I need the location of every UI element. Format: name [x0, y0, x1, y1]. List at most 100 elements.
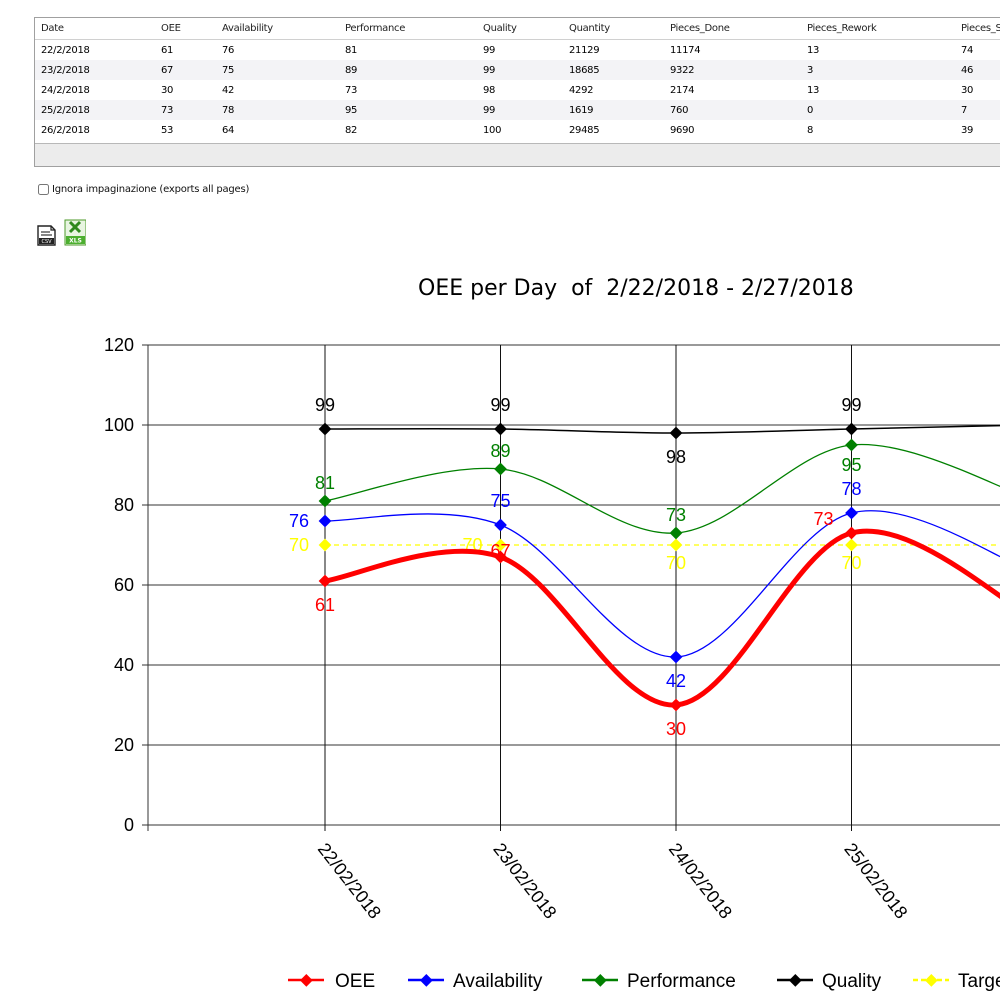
table-row[interactable]: 26/2/2018 53 64 82 100 29485 9690 8 39	[35, 120, 1000, 140]
data-point	[845, 506, 858, 520]
x-tick-label: 25/02/2018	[840, 839, 911, 922]
table-cell: 23/2/2018	[41, 64, 90, 76]
data-label: 61	[315, 595, 335, 615]
data-label: 42	[666, 671, 686, 691]
table-row[interactable]: 23/2/2018 67 75 89 99 18685 9322 3 46	[35, 60, 1000, 80]
table-cell: 1619	[569, 104, 594, 116]
table-cell: 9322	[670, 64, 695, 76]
table-cell: 24/2/2018	[41, 84, 90, 96]
data-point	[494, 518, 507, 532]
chart-title: OEE per Day of 2/22/2018 - 2/27/2018	[418, 276, 854, 301]
table-cell: 100	[483, 124, 502, 136]
data-point	[318, 422, 332, 436]
data-label: 30	[666, 719, 686, 739]
data-label: 89	[490, 441, 510, 461]
series-line	[324, 424, 1000, 434]
legend-marker	[593, 973, 607, 987]
table-cell: 22/2/2018	[41, 44, 90, 56]
legend-marker	[788, 973, 802, 987]
data-label: 81	[315, 473, 335, 493]
table-cell: 81	[345, 44, 358, 56]
table-cell: 3	[807, 64, 814, 76]
series-line	[324, 443, 1000, 534]
table-cell: 61	[161, 44, 174, 56]
y-tick-label: 60	[114, 575, 134, 595]
column-header[interactable]: Pieces_Done	[664, 18, 801, 40]
legend-marker	[299, 973, 313, 987]
data-label: 75	[490, 491, 510, 511]
legend-marker	[924, 973, 938, 987]
y-tick-label: 20	[114, 735, 134, 755]
table-cell: 9690	[670, 124, 695, 136]
data-table: Date OEE Availability Performance Qualit…	[35, 18, 1000, 140]
table-cell: 18685	[569, 64, 600, 76]
table-cell: 99	[483, 104, 496, 116]
ignore-paging-label: Ignora impaginazione (exports all pages)	[52, 184, 250, 195]
table-row[interactable]: 24/2/2018 30 42 73 98 4292 2174 13 30	[35, 80, 1000, 100]
table-cell: 26/2/2018	[41, 124, 90, 136]
y-tick-label: 120	[104, 335, 134, 355]
data-point	[845, 526, 858, 540]
ignore-paging-option[interactable]: Ignora impaginazione (exports all pages)	[38, 184, 249, 195]
xls-export-icon[interactable]: XLS	[64, 219, 86, 247]
csv-export-icon[interactable]: CSV	[36, 219, 58, 247]
column-header[interactable]: Pieces_S	[955, 18, 1000, 40]
xls-icon-label: XLS	[69, 238, 82, 245]
table-cell: 4292	[569, 84, 594, 96]
column-header[interactable]: Quality	[477, 18, 563, 40]
column-header[interactable]: Pieces_Rework	[801, 18, 955, 40]
data-point	[669, 650, 683, 664]
legend-label: OEE	[335, 971, 375, 992]
data-label: 99	[841, 395, 861, 415]
data-label: 99	[490, 395, 510, 415]
data-grid: Date OEE Availability Performance Qualit…	[34, 17, 1000, 167]
table-cell: 82	[345, 124, 358, 136]
data-label: 99	[315, 395, 335, 415]
table-cell: 73	[161, 104, 174, 116]
table-row[interactable]: 22/2/2018 61 76 81 99 21129 11174 13 74	[35, 39, 1000, 60]
table-cell: 2174	[670, 84, 695, 96]
legend-marker	[419, 973, 433, 987]
ignore-paging-checkbox[interactable]	[38, 184, 49, 195]
table-cell: 25/2/2018	[41, 104, 90, 116]
column-header[interactable]: Date	[35, 18, 155, 40]
data-point	[669, 538, 683, 552]
table-cell: 89	[345, 64, 358, 76]
y-tick-label: 0	[124, 815, 134, 835]
data-label: 98	[666, 447, 686, 467]
table-cell: 42	[222, 84, 235, 96]
table-cell: 760	[670, 104, 689, 116]
data-point	[669, 426, 683, 440]
legend-label: Target	[958, 971, 1000, 992]
table-cell: 39	[961, 124, 974, 136]
table-cell: 0	[807, 104, 814, 116]
table-row[interactable]: 25/2/2018 73 78 95 99 1619 760 0 7	[35, 100, 1000, 120]
table-header-row: Date OEE Availability Performance Qualit…	[35, 18, 1000, 40]
legend-label: Availability	[453, 971, 543, 992]
table-cell: 53	[161, 124, 174, 136]
left-gutter	[0, 0, 34, 1000]
table-cell: 8	[807, 124, 814, 136]
column-header[interactable]: OEE	[155, 18, 216, 40]
data-label: 73	[666, 505, 686, 525]
data-point	[494, 462, 507, 476]
data-point	[669, 526, 683, 540]
data-label: 70	[289, 535, 309, 555]
table-cell: 30	[961, 84, 974, 96]
x-tick-label: 24/02/2018	[665, 839, 736, 922]
column-header[interactable]: Availability	[216, 18, 339, 40]
x-tick-label: 22/02/2018	[314, 839, 385, 922]
table-cell: 98	[483, 84, 496, 96]
table-cell: 64	[222, 124, 235, 136]
table-cell: 67	[161, 64, 174, 76]
x-tick-label: 23/02/2018	[489, 839, 560, 922]
column-header[interactable]: Quantity	[563, 18, 664, 40]
data-label: 67	[490, 541, 510, 561]
column-header[interactable]: Performance	[339, 18, 477, 40]
table-cell: 99	[483, 44, 496, 56]
data-label: 95	[841, 455, 861, 475]
data-label: 70	[666, 553, 686, 573]
table-cell: 30	[161, 84, 174, 96]
y-tick-label: 100	[104, 415, 134, 435]
